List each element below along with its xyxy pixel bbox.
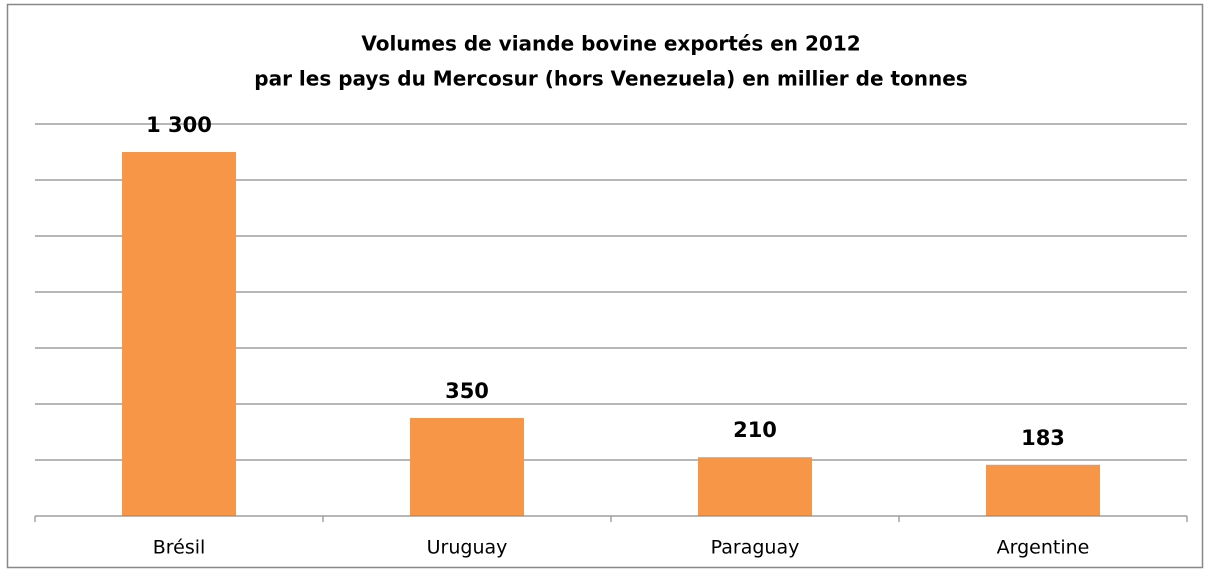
x-tick-label: Argentine — [997, 537, 1090, 559]
bar — [410, 418, 524, 516]
chart-title: par les pays du Mercosur (hors Venezuela… — [254, 67, 967, 91]
data-label: 183 — [1021, 426, 1065, 450]
bar — [698, 457, 812, 516]
data-label: 350 — [445, 379, 489, 403]
x-tick-label: Brésil — [153, 537, 206, 559]
data-label: 210 — [733, 418, 777, 442]
x-tick-label: Paraguay — [711, 537, 800, 559]
data-label: 1 300 — [146, 113, 212, 137]
x-tick-label: Uruguay — [427, 537, 508, 559]
bar — [986, 464, 1100, 516]
chart-title: Volumes de viande bovine exportés en 201… — [361, 32, 860, 56]
bar — [122, 152, 236, 516]
